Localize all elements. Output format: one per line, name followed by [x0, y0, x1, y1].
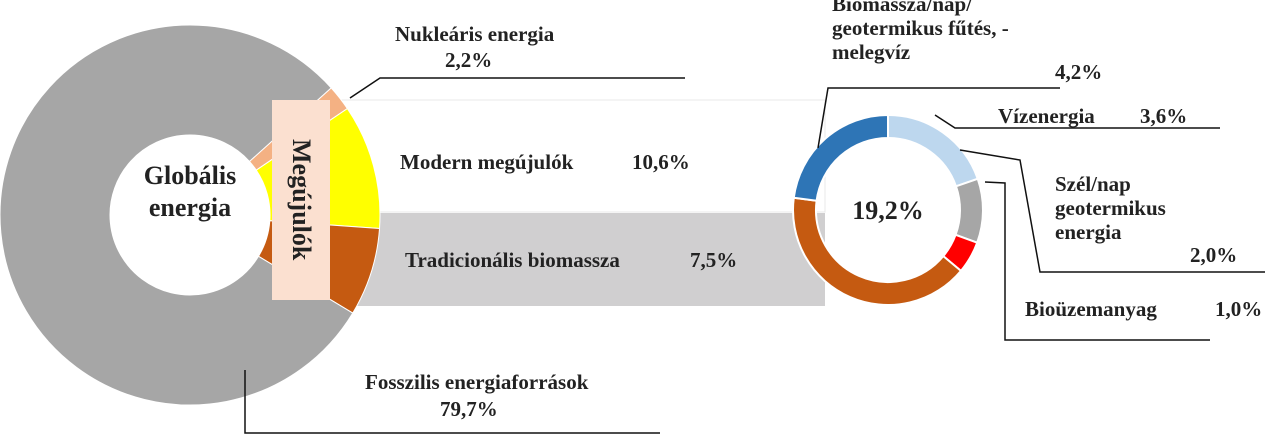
- slice: [0, 24, 354, 406]
- slice-label: Bioüzemanyag: [1025, 297, 1157, 321]
- slice: [954, 177, 984, 245]
- biomass-band: [340, 213, 825, 306]
- slice-label: 79,7%: [440, 397, 498, 421]
- slice-label: Biomassza/nap/ geotermikus fűtés, - mele…: [832, 0, 1009, 64]
- slice-label: 4,2%: [1055, 60, 1103, 84]
- slice-label: Nukleáris energia: [395, 22, 555, 46]
- slice-label: Szél/nap geotermikus energia: [1055, 172, 1166, 244]
- slice-label: 10,6%: [632, 150, 690, 174]
- slice-label: 2,0%: [1190, 243, 1238, 267]
- slice-label: Fosszilis energiaforrások: [365, 370, 589, 394]
- center-label: 19,2%: [852, 196, 924, 225]
- slice-label: 7,5%: [690, 248, 738, 272]
- slice-label: Modern megújulók: [400, 150, 574, 174]
- slice-label: Vízenergia: [998, 104, 1095, 128]
- slice-label: Tradicionális biomassza: [405, 248, 620, 272]
- side-label: Megújulók: [272, 100, 330, 300]
- slice-label: 2,2%: [445, 48, 493, 72]
- renewables-band: [339, 99, 826, 213]
- slice: [792, 113, 889, 202]
- slice-label: 3,6%: [1140, 104, 1188, 128]
- slice-label: 1,0%: [1215, 297, 1263, 321]
- leader-lines: [244, 77, 1265, 434]
- center-label: Globális energia: [143, 161, 237, 222]
